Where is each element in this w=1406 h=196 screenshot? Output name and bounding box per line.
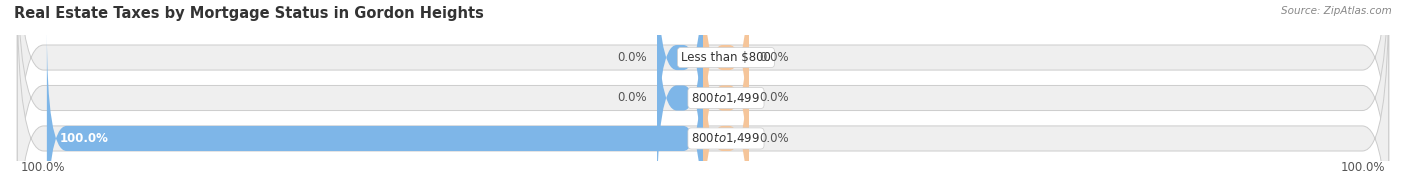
Text: Real Estate Taxes by Mortgage Status in Gordon Heights: Real Estate Taxes by Mortgage Status in … xyxy=(14,6,484,21)
FancyBboxPatch shape xyxy=(17,0,1389,196)
Text: 0.0%: 0.0% xyxy=(617,92,647,104)
FancyBboxPatch shape xyxy=(703,0,749,166)
Text: Source: ZipAtlas.com: Source: ZipAtlas.com xyxy=(1281,6,1392,16)
Text: 100.0%: 100.0% xyxy=(21,161,65,174)
Text: 0.0%: 0.0% xyxy=(759,51,789,64)
FancyBboxPatch shape xyxy=(17,0,1389,196)
Text: $800 to $1,499: $800 to $1,499 xyxy=(692,91,761,105)
Text: Less than $800: Less than $800 xyxy=(681,51,770,64)
FancyBboxPatch shape xyxy=(46,30,703,196)
FancyBboxPatch shape xyxy=(657,0,703,166)
Text: 100.0%: 100.0% xyxy=(1341,161,1385,174)
FancyBboxPatch shape xyxy=(17,0,1389,196)
Text: 0.0%: 0.0% xyxy=(617,51,647,64)
Text: 0.0%: 0.0% xyxy=(759,132,789,145)
Text: 0.0%: 0.0% xyxy=(759,92,789,104)
Text: 100.0%: 100.0% xyxy=(60,132,108,145)
FancyBboxPatch shape xyxy=(703,30,749,196)
Text: $800 to $1,499: $800 to $1,499 xyxy=(692,132,761,145)
FancyBboxPatch shape xyxy=(657,0,703,196)
FancyBboxPatch shape xyxy=(703,0,749,196)
